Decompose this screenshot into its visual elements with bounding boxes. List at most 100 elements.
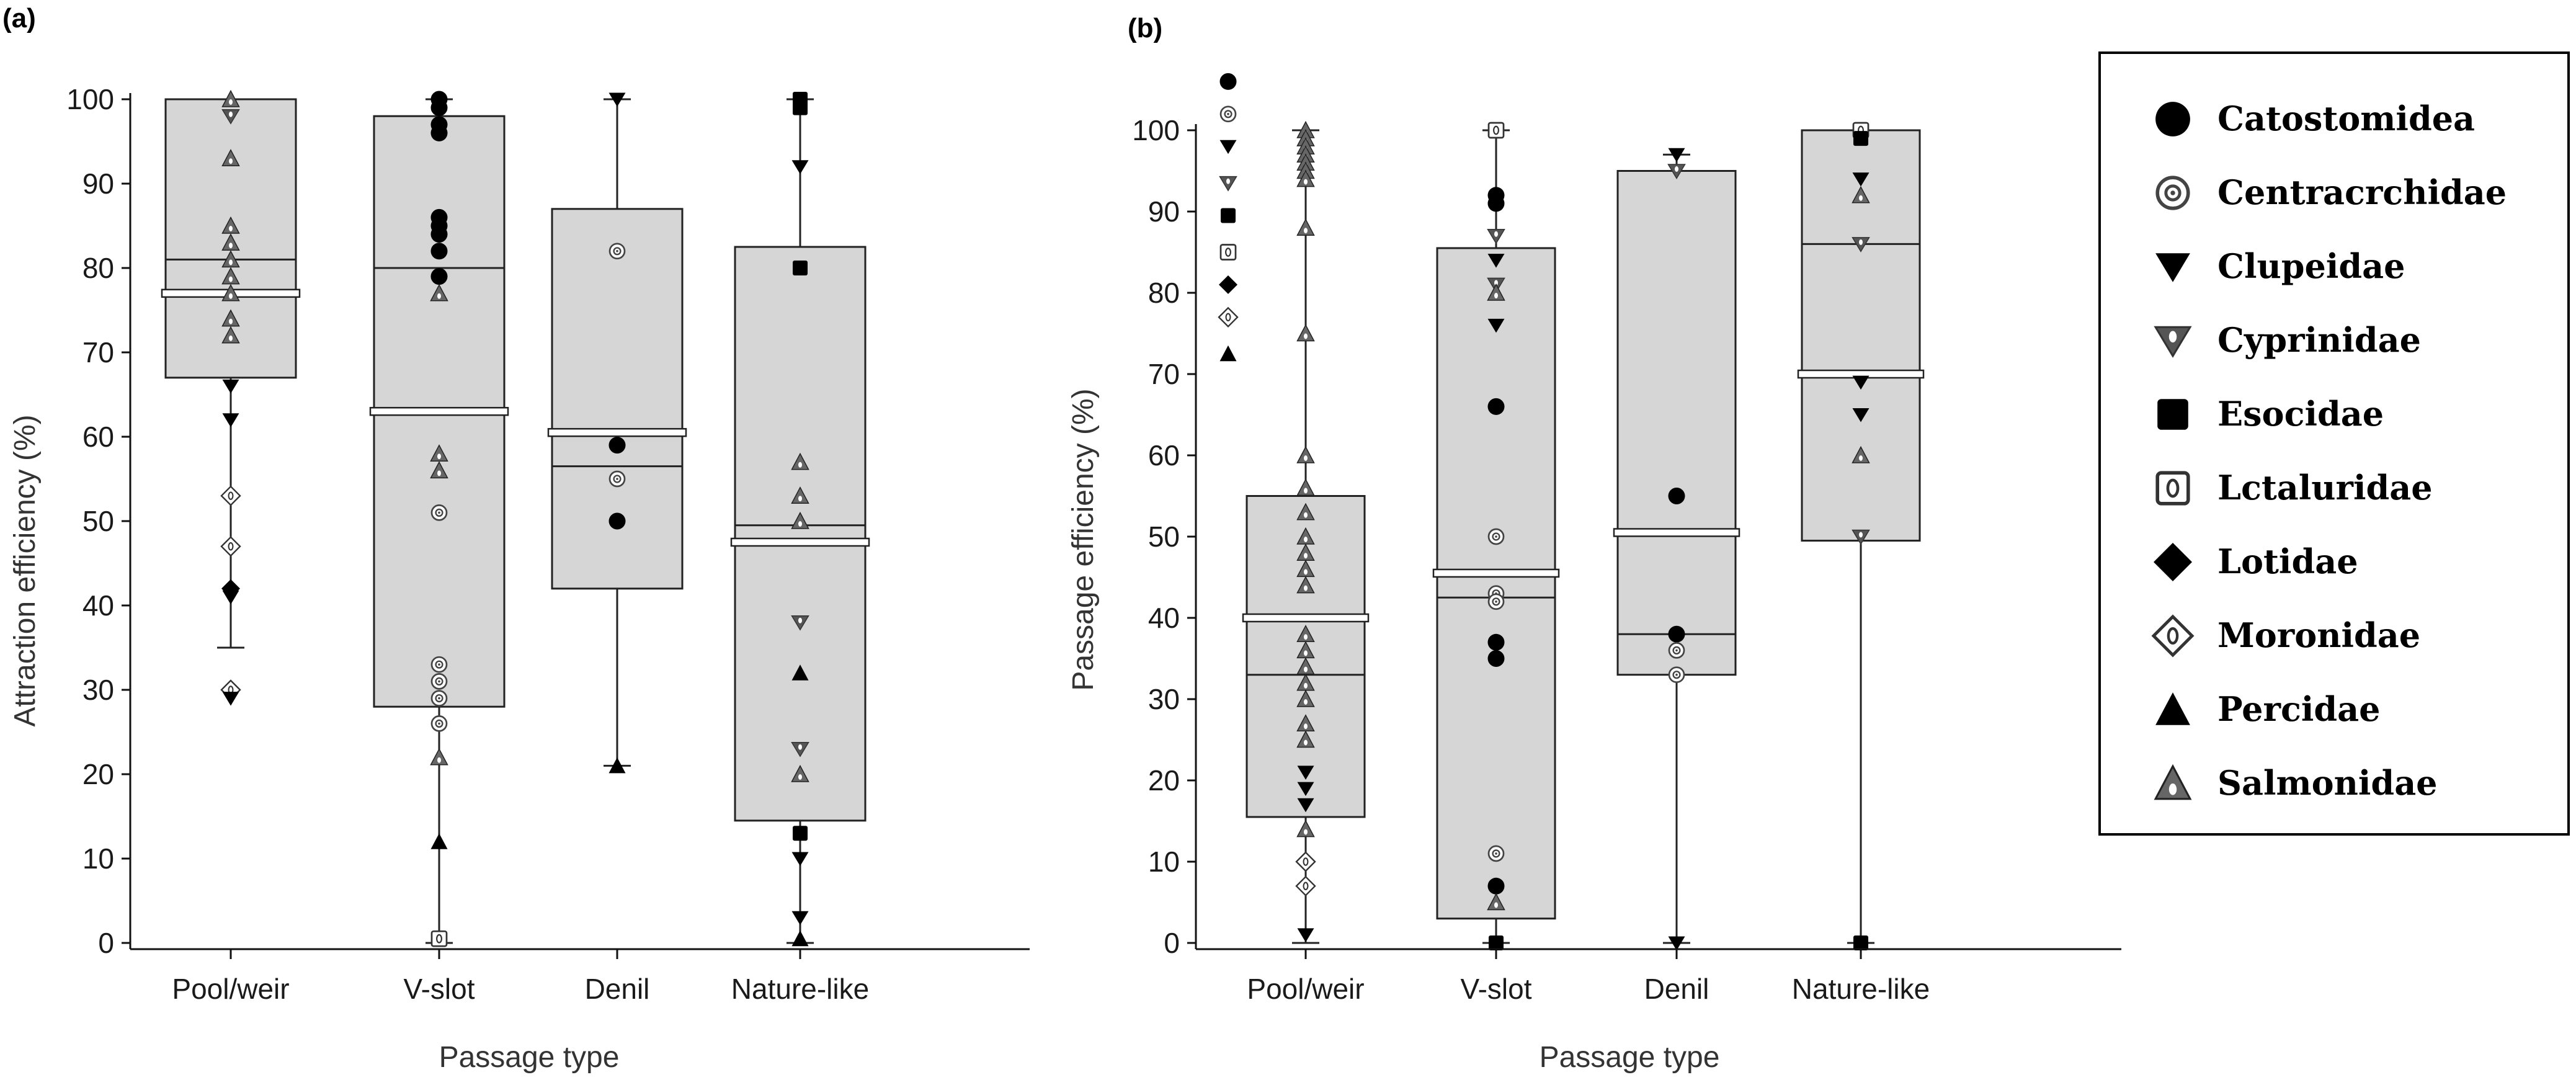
x-tick-label: Pool/weir	[1247, 973, 1364, 1005]
y-ticks-b: 0 10 20 30 40 50 60 70 80 90 100	[1132, 114, 1196, 959]
legend-label: Esocidae	[2217, 394, 2384, 434]
data-point-cat	[1487, 195, 1505, 212]
x-tick-label: V-slot	[1460, 973, 1531, 1005]
y-tick-label: 40	[82, 589, 114, 622]
cat-icon	[2155, 102, 2190, 136]
y-tick-label: 30	[1148, 683, 1180, 715]
data-point-cat	[1668, 625, 1685, 643]
x-categories-a: Pool/weir V-slot Denil Nature-like	[172, 949, 869, 1005]
data-point-clu	[222, 379, 239, 394]
side-point-cyp	[1219, 176, 1237, 191]
data-point-eso	[793, 100, 808, 115]
panel-label-a: (a)	[2, 3, 36, 33]
legend-label: Salmonidae	[2217, 763, 2438, 803]
mean-bar	[369, 406, 509, 416]
box-3	[1613, 153, 1740, 944]
data-point-cat	[1668, 488, 1685, 504]
y-tick-label: 90	[1148, 195, 1180, 228]
data-point-cen	[1668, 642, 1685, 659]
data-point-sal	[1296, 218, 1315, 236]
legend-item-eso: Esocidae	[2157, 394, 2384, 434]
data-point-cen	[430, 504, 448, 521]
box-3	[547, 98, 687, 767]
y-tick-label: 10	[82, 842, 114, 875]
data-point-cat	[1487, 650, 1505, 667]
y-ticks-a: 0 10 20 30 40 50 60 70 80 90 100	[66, 83, 130, 959]
data-point-cat	[1487, 633, 1505, 651]
data-point-clu	[791, 911, 809, 926]
legend-item-cat: Catostomidea	[2155, 99, 2475, 138]
y-tick-label: 20	[82, 758, 114, 790]
data-point-per	[791, 930, 809, 947]
data-point-cen	[1668, 666, 1685, 684]
side-point-cat	[1219, 73, 1237, 90]
x-categories-b: Pool/weir V-slot Denil Nature-like	[1247, 949, 1930, 1005]
y-tick-label: 60	[82, 421, 114, 453]
legend-item-sal: Salmonidae	[2154, 763, 2438, 803]
x-tick-label: Denil	[1644, 973, 1709, 1005]
chart-panel-b: Passage efficiency (%) Passage type 0 10 2…	[1067, 73, 2121, 1074]
y-tick-label: 50	[82, 505, 114, 537]
y-tick-label: 50	[1148, 520, 1180, 553]
legend-item-cen: Centracrchidae	[2157, 172, 2507, 212]
box-1	[161, 98, 301, 649]
y-tick-label: 80	[1148, 277, 1180, 309]
data-point-cen	[430, 690, 448, 707]
data-point-sal	[1296, 446, 1315, 463]
box-iqr	[1616, 170, 1737, 676]
legend-label: Catostomidea	[2217, 99, 2475, 138]
y-tick-label: 70	[82, 336, 114, 368]
data-point-mor	[220, 486, 241, 506]
data-point-clu	[791, 852, 809, 866]
eso-icon	[2157, 399, 2188, 430]
panel-label-b: (b)	[1128, 13, 1162, 43]
box-4	[730, 98, 870, 944]
data-point-eso	[793, 826, 808, 841]
data-point-eso	[1853, 935, 1868, 950]
data-point-cen	[430, 715, 448, 732]
side-point-eso	[1221, 208, 1236, 223]
data-point-sal	[1296, 479, 1315, 496]
mean-bar	[1242, 613, 1370, 623]
side-point-per	[1219, 345, 1237, 362]
data-point-mor	[220, 536, 241, 556]
side-point-mor	[1218, 307, 1239, 328]
y-tick-label: 100	[1132, 114, 1180, 146]
data-point-clu	[222, 413, 239, 427]
legend-item-cyp: Cyprinidae	[2154, 320, 2421, 360]
ict-icon	[2157, 473, 2188, 504]
data-point-ict	[1487, 122, 1505, 139]
y-axis-label-b: Passage efficiency (%)	[1067, 388, 1100, 690]
data-point-cat	[430, 99, 448, 117]
x-tick-label: Denil	[585, 973, 650, 1005]
y-tick-label: 30	[82, 674, 114, 706]
legend-item-per: Percidae	[2155, 689, 2380, 729]
data-point-clu	[1297, 928, 1314, 942]
mean-bar	[1432, 568, 1560, 578]
data-point-cat	[430, 226, 448, 243]
y-tick-label: 60	[1148, 439, 1180, 471]
data-point-cat	[608, 512, 626, 530]
legend-label: Percidae	[2217, 689, 2380, 729]
boxes-b	[1242, 129, 1925, 944]
x-axis-label-b: Passage type	[1540, 1041, 1720, 1074]
legend-item-mor: Moronidae	[2154, 615, 2420, 655]
legend-item-lot: Lotidae	[2154, 542, 2358, 581]
side-point-lot	[1219, 275, 1237, 294]
y-tick-label: 0	[98, 927, 114, 959]
y-tick-label: 70	[1148, 358, 1180, 390]
data-point-sal	[1296, 324, 1315, 342]
y-tick-label: 80	[82, 252, 114, 284]
side-point-clu	[1219, 140, 1237, 154]
mean-bar	[547, 427, 687, 437]
y-tick-label: 20	[1148, 764, 1180, 797]
legend-label: Centracrchidae	[2217, 172, 2507, 212]
data-point-mor	[1295, 876, 1316, 896]
data-point-cat	[430, 268, 448, 285]
box-iqr	[1436, 247, 1556, 920]
x-tick-label: Nature-like	[731, 973, 869, 1005]
mean-bar	[1613, 528, 1740, 537]
legend-label: Lotidae	[2217, 542, 2358, 581]
data-point-cat	[1487, 877, 1505, 895]
